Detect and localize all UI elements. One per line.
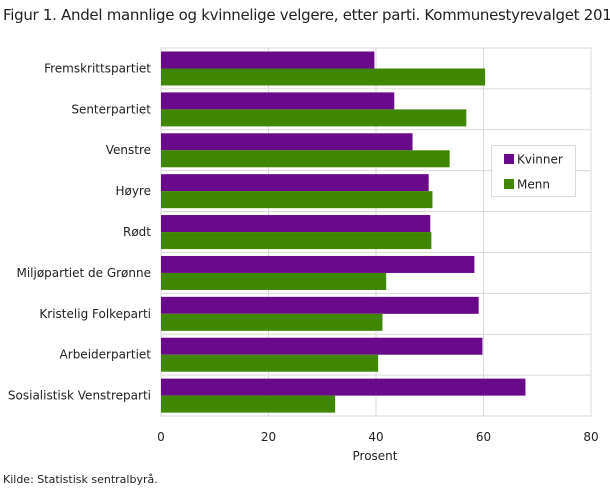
category-label: Fremskrittspartiet: [44, 61, 151, 75]
bar-menn: [161, 191, 433, 209]
category-label: Sosialistisk Venstreparti: [8, 389, 151, 403]
chart-title: Figur 1. Andel mannlige og kvinnelige ve…: [3, 6, 610, 24]
x-tick-label: 0: [157, 430, 165, 444]
category-label: Rødt: [123, 225, 151, 239]
x-tick-label: 20: [261, 430, 276, 444]
category-label: Arbeiderpartiet: [60, 348, 152, 362]
x-axis-title: Prosent: [353, 449, 398, 463]
category-label: Kristelig Folkeparti: [39, 307, 151, 321]
bar-menn: [161, 150, 450, 168]
bar-kvinner: [161, 92, 395, 110]
bar-kvinner: [161, 215, 431, 233]
bar-kvinner: [161, 337, 483, 355]
category-label: Senterpartiet: [71, 102, 151, 116]
bar-menn: [161, 313, 383, 331]
bar-menn: [161, 272, 387, 290]
source-note: Kilde: Statistisk sentralbyrå.: [3, 473, 158, 486]
x-tick-label: 40: [368, 430, 383, 444]
bar-kvinner: [161, 51, 375, 69]
bar-menn: [161, 232, 432, 250]
x-tick-label: 80: [583, 430, 598, 444]
legend-label: Menn: [517, 178, 550, 192]
bar-kvinner: [161, 255, 475, 273]
category-label: Høyre: [115, 184, 151, 198]
x-tick-label: 60: [476, 430, 491, 444]
bar-kvinner: [161, 378, 526, 396]
bar-kvinner: [161, 174, 429, 192]
bar-menn: [161, 109, 467, 127]
category-label: Venstre: [106, 143, 151, 157]
bar-menn: [161, 68, 486, 86]
bar-kvinner: [161, 133, 413, 151]
legend-swatch-kvinner: [504, 154, 514, 164]
category-label: Miljøpartiet de Grønne: [16, 266, 151, 280]
bar-menn: [161, 395, 336, 413]
bar-menn: [161, 354, 379, 372]
bar-kvinner: [161, 296, 479, 314]
legend-swatch-menn: [504, 179, 514, 189]
legend-label: Kvinner: [517, 153, 563, 167]
